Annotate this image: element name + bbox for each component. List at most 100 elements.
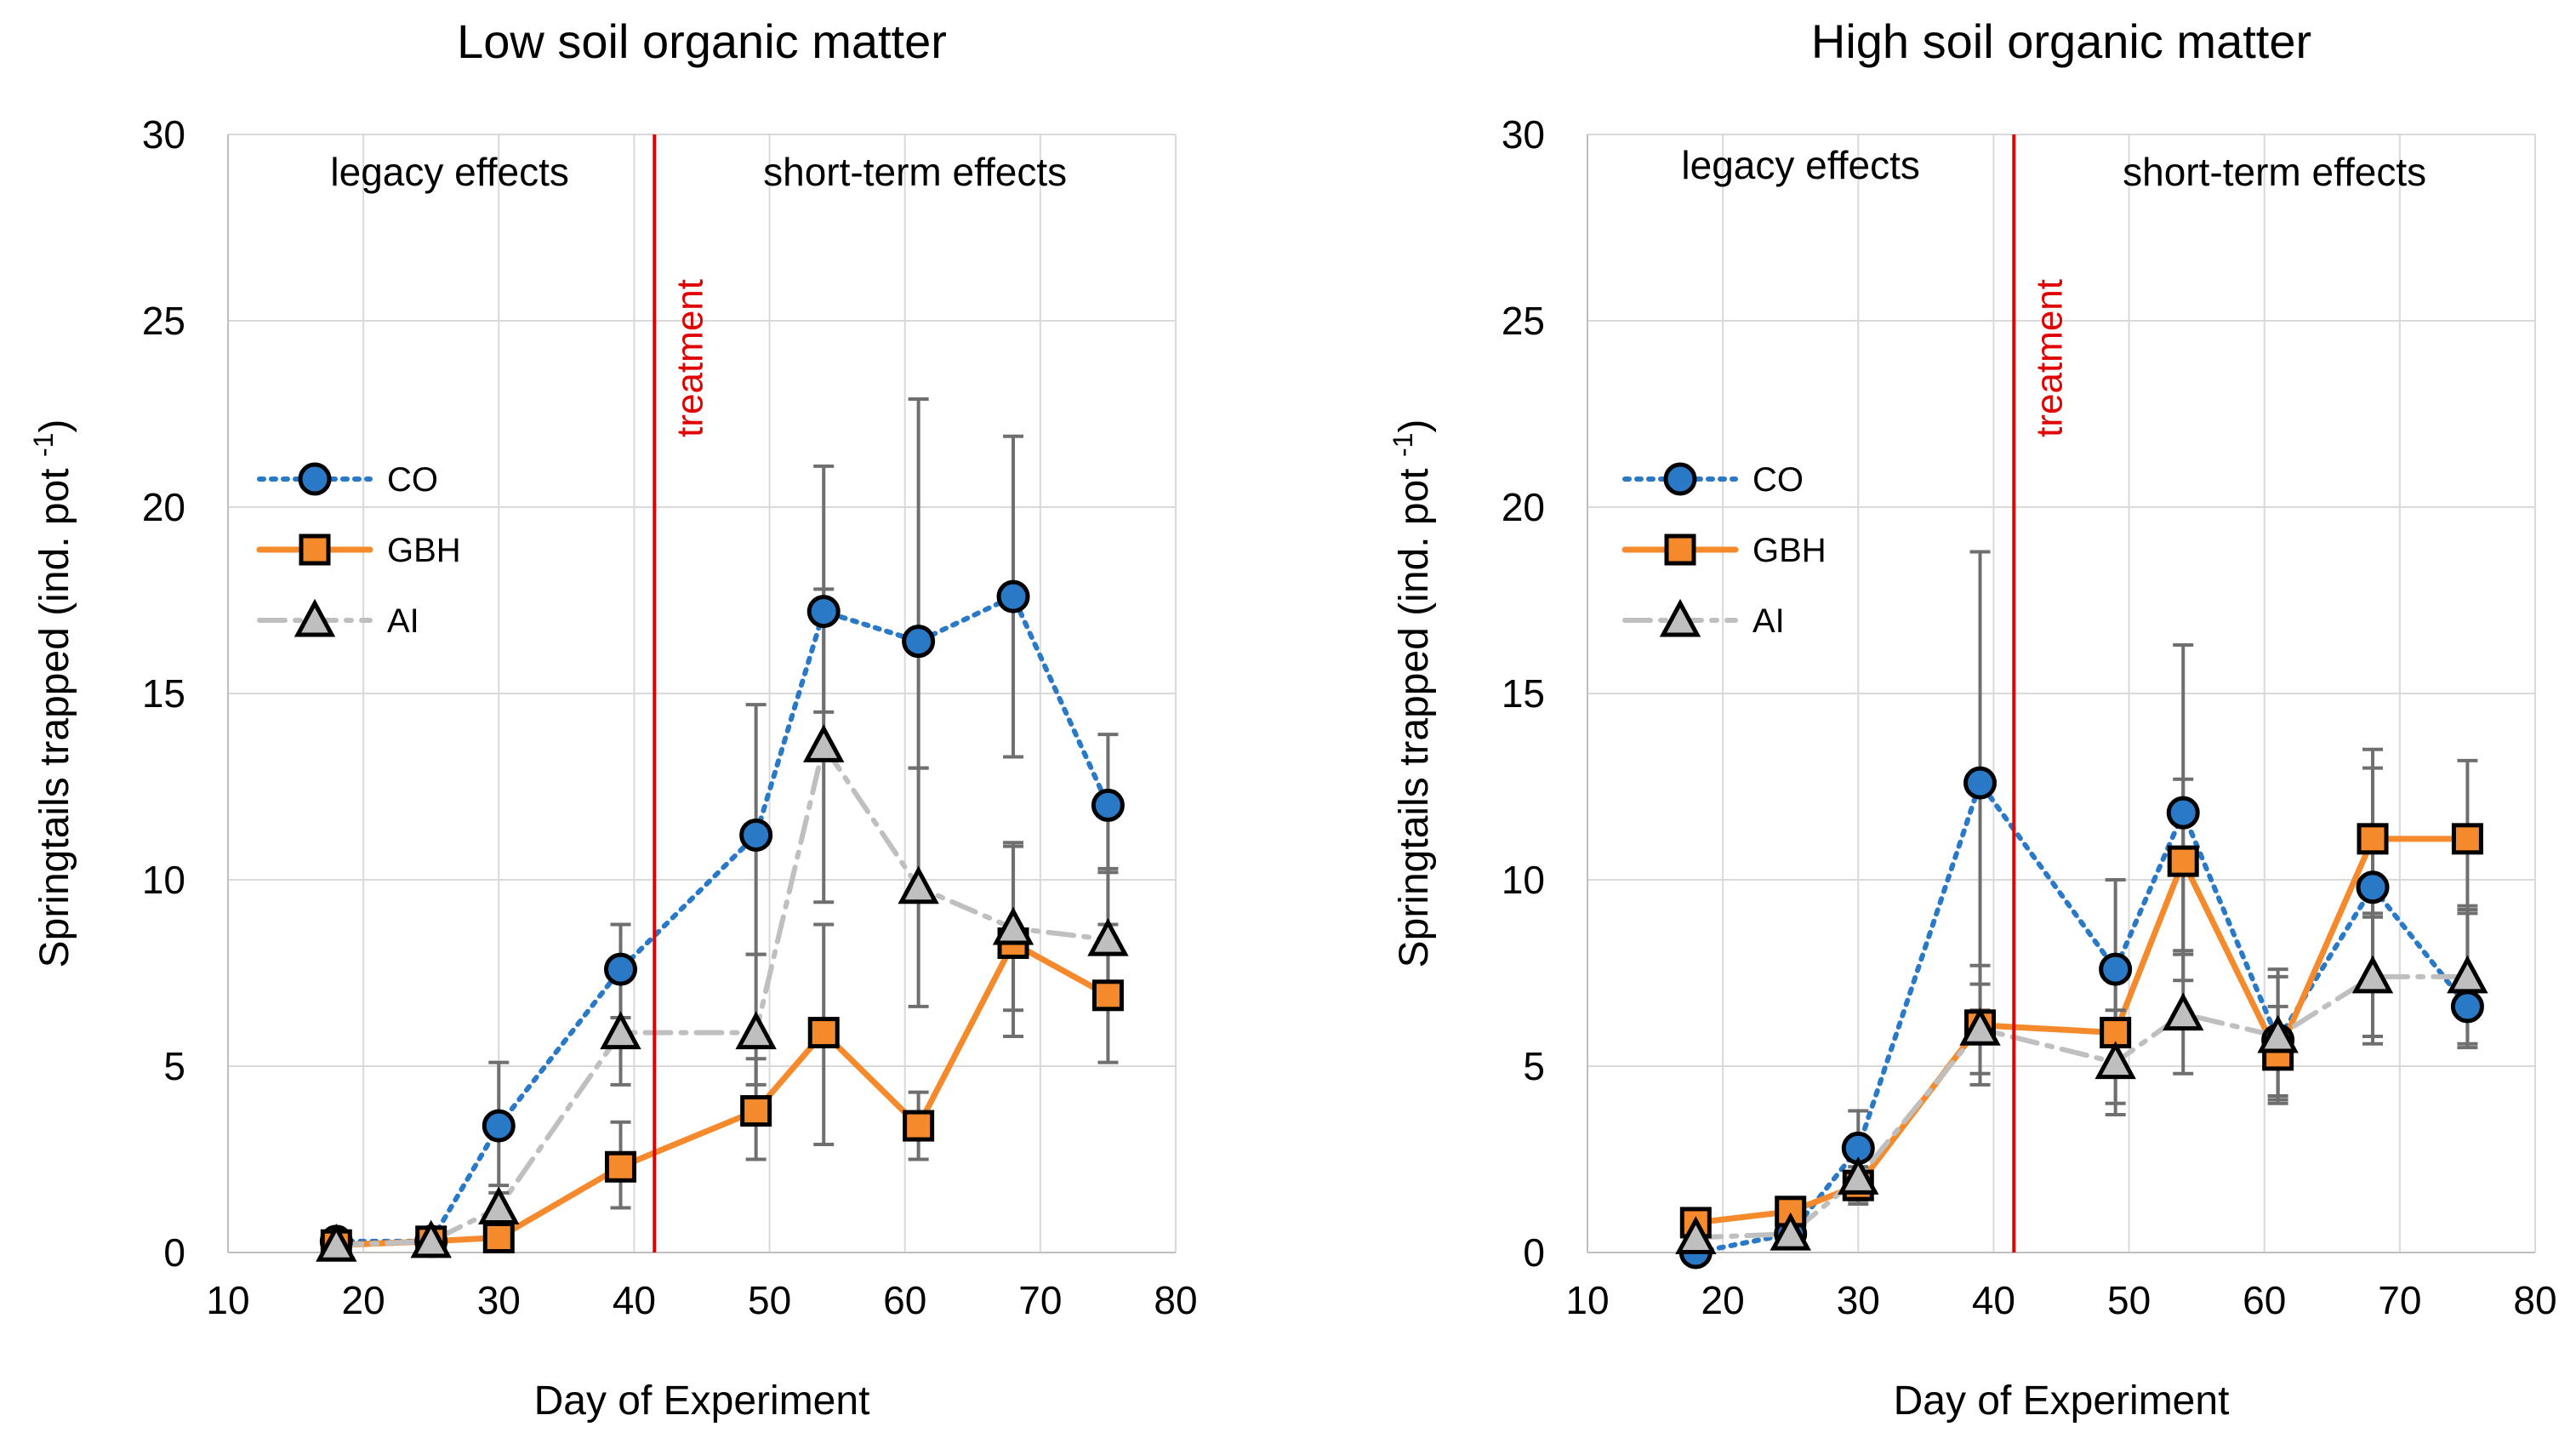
data-point-ai [2351, 955, 2394, 994]
data-point-gbh [740, 1095, 772, 1127]
series-line-gbh [1692, 836, 2471, 1226]
y-tick-label: 15 [1502, 671, 1545, 716]
data-point-co [806, 595, 841, 629]
data-point-gbh [482, 1221, 515, 1253]
x-tick-label: 80 [2513, 1278, 2556, 1322]
y-tick-label: 5 [1523, 1044, 1545, 1088]
x-tick-label: 80 [1154, 1278, 1197, 1322]
data-point-gbh [2167, 845, 2199, 877]
data-point-ai [2094, 1041, 2136, 1080]
data-point-ai [1770, 1212, 1811, 1251]
series-line-ai [1693, 973, 2471, 1241]
y-tick-label: 15 [142, 671, 185, 716]
data-point-gbh [1091, 979, 1124, 1012]
y-axis-label-superscript: -1 [28, 433, 59, 457]
series-line-gbh [333, 939, 1111, 1248]
y-tick-label: 30 [1502, 112, 1545, 157]
legend-marker-co [1663, 462, 1697, 496]
data-point-gbh [903, 1110, 935, 1142]
data-point-ai [992, 906, 1034, 945]
y-axis-label: Springtails trapped (ind. pot -1) [1388, 419, 1437, 968]
x-tick-label: 20 [342, 1278, 385, 1322]
y-tick-label: 10 [142, 858, 185, 902]
legend-marker-co [298, 462, 332, 496]
legend-marker-ai [294, 598, 336, 637]
x-tick-label: 70 [1018, 1278, 1062, 1322]
legend-label-ai: AI [1752, 602, 1785, 640]
y-axis-label-superscript: -1 [1388, 433, 1418, 457]
data-point-co [739, 818, 773, 852]
short-term-effects-label: short-term effects [763, 150, 1067, 194]
y-tick-label: 30 [142, 112, 185, 157]
data-point-ai [410, 1219, 452, 1258]
data-point-ai [735, 1011, 777, 1050]
chart-title: Low soil organic matter [457, 14, 947, 68]
legend-label-gbh: GBH [387, 532, 461, 569]
legacy-effects-label: legacy effects [330, 150, 568, 194]
short-term-effects-label: short-term effects [2123, 150, 2426, 194]
data-point-ai [898, 865, 939, 904]
x-tick-label: 70 [2378, 1278, 2421, 1322]
data-point-gbh [605, 1150, 637, 1183]
chart-title: High soil organic matter [1811, 14, 2311, 68]
data-point-gbh [807, 1017, 840, 1049]
legacy-effects-label: legacy effects [1681, 143, 1919, 187]
data-point-ai [1959, 1007, 2001, 1046]
data-point-ai [1087, 917, 1129, 956]
treatment-label: treatment [669, 279, 710, 437]
y-axis-label: Springtails trapped (ind. pot -1) [28, 419, 77, 968]
data-point-co [1963, 766, 1998, 800]
legend-label-co: CO [1752, 461, 1804, 499]
data-point-co [996, 579, 1030, 613]
y-axis-label-close: ) [1392, 419, 1437, 433]
data-point-co [2356, 870, 2390, 904]
x-tick-label: 10 [1565, 1278, 1609, 1322]
chart-low-soil-organic-matter: Low soil organic matter 0 5 10 15 20 25 30 10 20 3… [28, 14, 1198, 1424]
x-axis-label: Day of Experiment [534, 1378, 870, 1424]
x-tick-label: 20 [1701, 1278, 1745, 1322]
treatment-label: treatment [2028, 279, 2070, 437]
data-point-co [1091, 788, 1125, 822]
data-point-gbh [2451, 823, 2483, 855]
data-point-gbh [2357, 823, 2389, 855]
y-axis-label-close: ) [32, 419, 77, 433]
x-tick-label: 40 [613, 1278, 656, 1322]
x-tick-label: 30 [1837, 1278, 1880, 1322]
x-tick-label: 40 [1972, 1278, 2015, 1322]
y-tick-label: 5 [163, 1044, 185, 1088]
y-tick-label: 25 [1502, 299, 1545, 343]
legend-label-gbh: GBH [1752, 532, 1827, 569]
data-point-co [482, 1109, 516, 1143]
y-tick-label: 25 [142, 299, 185, 343]
x-tick-label: 10 [206, 1278, 249, 1322]
data-point-co [2450, 990, 2484, 1024]
legend-label-co: CO [387, 461, 438, 499]
x-tick-label: 60 [2243, 1278, 2286, 1322]
data-point-co [604, 952, 638, 986]
legend-marker-ai [1659, 598, 1701, 637]
series-line-co [1693, 777, 2471, 1255]
chart-high-soil-organic-matter: High soil organic matter 0 5 10 15 20 25 30 10 20… [1388, 14, 2557, 1424]
data-point-ai [600, 1011, 641, 1050]
x-tick-label: 60 [883, 1278, 926, 1322]
data-point-co [902, 625, 936, 659]
y-tick-label: 10 [1502, 858, 1545, 902]
y-tick-label: 0 [1523, 1230, 1545, 1275]
data-point-co [2099, 952, 2133, 986]
data-point-co [2166, 796, 2200, 830]
legend-marker-gbh [1664, 534, 1696, 566]
data-point-ai [1675, 1216, 1717, 1254]
legend-marker-gbh [299, 534, 331, 566]
y-tick-label: 20 [1502, 485, 1545, 529]
data-point-ai [803, 724, 845, 762]
y-tick-label: 20 [142, 485, 185, 529]
x-axis-label: Day of Experiment [1894, 1378, 2230, 1424]
data-point-ai [1838, 1156, 1879, 1195]
x-tick-label: 30 [477, 1278, 521, 1322]
y-tick-label: 0 [163, 1230, 185, 1275]
data-point-ai [316, 1223, 357, 1262]
data-point-ai [478, 1186, 520, 1224]
series-line-ai [333, 739, 1111, 1248]
legend-label-ai: AI [387, 602, 419, 640]
